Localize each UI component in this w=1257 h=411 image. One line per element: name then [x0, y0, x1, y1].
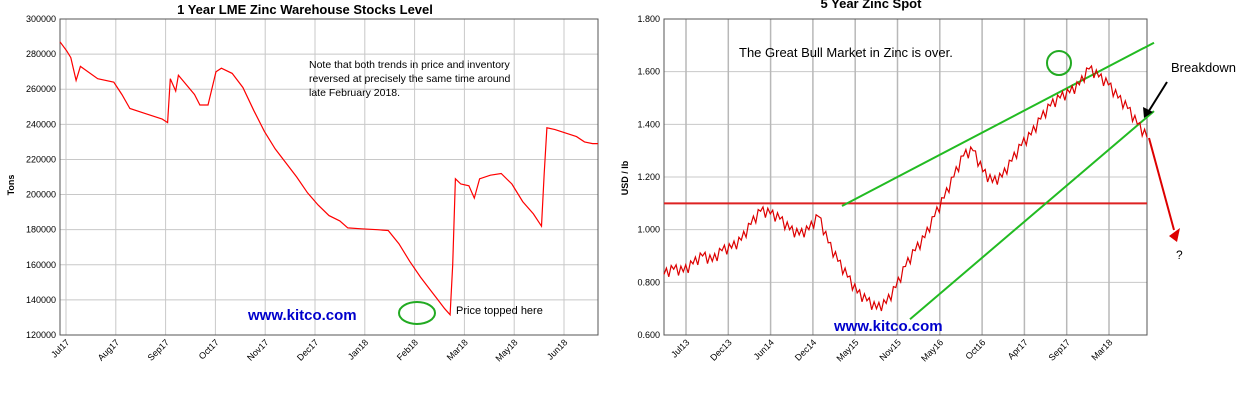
y-tick-label: 0.800 — [637, 277, 660, 287]
y-tick-label: 260000 — [26, 84, 56, 94]
breakdown-arrowhead-icon — [1143, 107, 1153, 118]
y-tick-label: 1.000 — [637, 225, 660, 235]
x-tick-labels: Jul13 Dec13 Jun14 Dec14 May15 Nov15 May16 Oct16… — [669, 337, 1114, 363]
breakdown-arrow-line — [1146, 81, 1168, 115]
y-axis-label: Tons — [6, 175, 16, 196]
price-topped-annotation: Price topped here — [456, 305, 543, 317]
y-tick-label: 140000 — [26, 295, 56, 305]
x-tick-label: Dec14 — [793, 337, 818, 362]
y-tick-label: 1.200 — [637, 172, 660, 182]
x-tick-label: Jun14 — [752, 337, 776, 361]
lme-zinc-stocks-chart: 1 Year LME Zinc Warehouse Stocks Level T… — [0, 0, 610, 406]
price-top-circle — [398, 301, 436, 325]
y-tick-label: 300000 — [26, 14, 56, 24]
x-tick-label: Nov15 — [877, 337, 902, 362]
y-tick-label: 160000 — [26, 260, 56, 270]
y-tick-label: 180000 — [26, 225, 56, 235]
plot-frame — [59, 18, 599, 336]
x-tick-label: Dec13 — [708, 337, 733, 362]
y-tick-label: 1.400 — [637, 119, 660, 129]
x-tick-label: Dec17 — [295, 337, 320, 362]
chart-title: 1 Year LME Zinc Warehouse Stocks Level — [177, 2, 433, 17]
note-line-3: late February 2018. — [309, 87, 400, 99]
x-tick-label: Mar18 — [445, 337, 470, 362]
y-axis-label: USD / lb — [620, 160, 630, 195]
y-tick-label: 220000 — [26, 154, 56, 164]
kitco-watermark: www.kitco.com — [833, 318, 943, 335]
y-tick-label: 240000 — [26, 119, 56, 129]
y-tick-label: 120000 — [26, 330, 56, 340]
projection-arrowhead-icon — [1169, 228, 1180, 242]
x-tick-label: Sep17 — [1047, 337, 1072, 362]
zinc-price-line — [663, 64, 1148, 312]
peak-circle — [1046, 50, 1072, 76]
projection-arrow-line — [1148, 137, 1175, 231]
plot-frame — [663, 18, 1148, 336]
x-tick-label: May15 — [834, 337, 860, 363]
x-tick-label: May18 — [493, 337, 519, 363]
x-tick-label: Mar18 — [1089, 337, 1114, 362]
note-text: Note that both trends in price and inven… — [309, 59, 511, 99]
x-tick-label: Jul17 — [49, 337, 71, 359]
y-tick-labels: 120000 140000 160000 180000 200000 220000 2400… — [26, 14, 56, 340]
y-tick-labels: 0.600 0.800 1.000 1.200 1.400 1.600 1.800 — [637, 14, 660, 340]
lme-zinc-stocks-svg: 1 Year LME Zinc Warehouse Stocks Level T… — [6, 2, 599, 364]
x-tick-label: Jan18 — [346, 337, 370, 361]
y-tick-label: 1.600 — [637, 67, 660, 77]
chart-title: 5 Year Zinc Spot — [821, 0, 923, 11]
x-tick-label: Aug17 — [96, 337, 121, 362]
kitco-watermark: www.kitco.com — [247, 307, 357, 324]
x-tick-label: Jul13 — [669, 337, 691, 359]
x-tick-label: May16 — [919, 337, 945, 363]
x-tick-label: Oct17 — [197, 337, 221, 361]
zinc-spot-chart: 5 Year Zinc Spot USD / lb 0.600 0.800 1.00… — [614, 0, 1257, 406]
x-tick-label: Jun18 — [545, 337, 569, 361]
x-tick-label: Apr17 — [1006, 337, 1030, 361]
y-tick-label: 200000 — [26, 190, 56, 200]
x-tick-labels: Jul17 Aug17 Sep17 Oct17 Nov17 Dec17 Jan18 Feb18… — [49, 337, 569, 363]
bull-market-note: The Great Bull Market in Zinc is over. — [739, 45, 953, 60]
x-tick-label: Oct16 — [963, 337, 987, 361]
y-tick-label: 1.800 — [637, 14, 660, 24]
x-tick-label: Nov17 — [245, 337, 270, 362]
question-mark: ? — [1176, 248, 1183, 262]
zinc-spot-svg: 5 Year Zinc Spot USD / lb 0.600 0.800 1.00… — [620, 0, 1236, 364]
note-line-1: Note that both trends in price and inven… — [309, 59, 511, 71]
channel-bottom-line — [909, 110, 1155, 320]
note-line-2: reversed at precisely the same time arou… — [309, 73, 511, 85]
gridlines — [664, 18, 1147, 336]
breakdown-label: Breakdown — [1171, 60, 1236, 75]
y-tick-label: 280000 — [26, 49, 56, 59]
y-tick-label: 0.600 — [637, 330, 660, 340]
x-tick-label: Feb18 — [395, 337, 420, 362]
stocks-series-line — [59, 41, 598, 317]
channel-top-line — [841, 41, 1155, 207]
gridlines — [60, 18, 598, 336]
x-tick-label: Sep17 — [146, 337, 171, 362]
